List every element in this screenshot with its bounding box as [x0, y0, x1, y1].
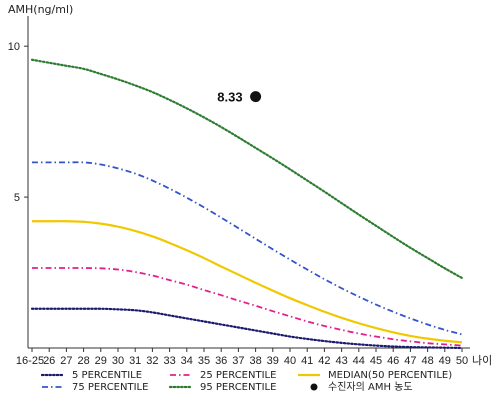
y-tick-label: 5 [14, 192, 20, 204]
x-tick-label: 33 [163, 355, 175, 367]
x-tick-label: 29 [95, 355, 107, 367]
x-tick-label: 34 [181, 355, 193, 367]
series-lines [30, 58, 464, 350]
x-tick-label: 27 [60, 355, 72, 367]
x-tick-label: 43 [335, 355, 347, 367]
legend-label-patient: 수진자의 AMH 농도 [328, 381, 413, 393]
x-tick-label: 46 [387, 355, 399, 367]
legend-label: 95 PERCENTILE [200, 382, 276, 393]
x-tick-label: 26 [43, 355, 55, 367]
x-tick-label: 38 [249, 355, 261, 367]
x-tick-label: 37 [232, 355, 244, 367]
annotation: 8.33 [217, 90, 262, 105]
x-tick-label: 31 [129, 355, 141, 367]
x-tick-label: 16-25 [16, 355, 44, 367]
x-tick-label: 41 [301, 355, 313, 367]
x-tick-label: 45 [370, 355, 382, 367]
series-line-5-percentile [30, 307, 464, 350]
legend-label: 5 PERCENTILE [72, 370, 142, 381]
x-tick-label: 48 [421, 355, 433, 367]
x-tick-label: 40 [284, 355, 296, 367]
patient-amh-point [250, 91, 262, 103]
x-tick-label: 39 [267, 355, 279, 367]
axes [27, 16, 470, 349]
x-tick-label: 35 [198, 355, 210, 367]
legend-label: 75 PERCENTILE [72, 382, 148, 393]
x-tick-label: 36 [215, 355, 227, 367]
legend: 5 PERCENTILE 25 PERCENTILE MEDIAN(50 PERCE… [40, 370, 452, 393]
x-tick-label: 30 [112, 355, 124, 367]
x-tick-label: 47 [404, 355, 416, 367]
series-line-25-percentile [32, 267, 463, 347]
legend-point-marker [310, 383, 318, 391]
x-tick-label: 49 [439, 355, 451, 367]
legend-label: 25 PERCENTILE [200, 370, 276, 381]
x-tick-label: 50 [456, 355, 468, 367]
series-line-75-percentile [31, 161, 463, 336]
x-tick-label: 28 [77, 355, 89, 367]
y-axis-title: AMH(ng/ml) [8, 3, 73, 16]
tick-labels: 5 10 16-25 26 27 28 29 30 31 32 33 34 35 36 37 38 39 40 41… [8, 41, 468, 367]
x-axis-title: 나이 [472, 354, 492, 367]
patient-amh-label: 8.33 [217, 90, 242, 105]
x-tick-label: 44 [353, 355, 365, 367]
series-line-95-percentile [30, 58, 464, 280]
x-tick-label: 32 [146, 355, 158, 367]
series-line-median-50-percentile [31, 220, 463, 344]
x-tick-label: 42 [318, 355, 330, 367]
legend-label: MEDIAN(50 PERCENTILE) [328, 370, 452, 381]
y-tick-label: 10 [8, 41, 20, 53]
